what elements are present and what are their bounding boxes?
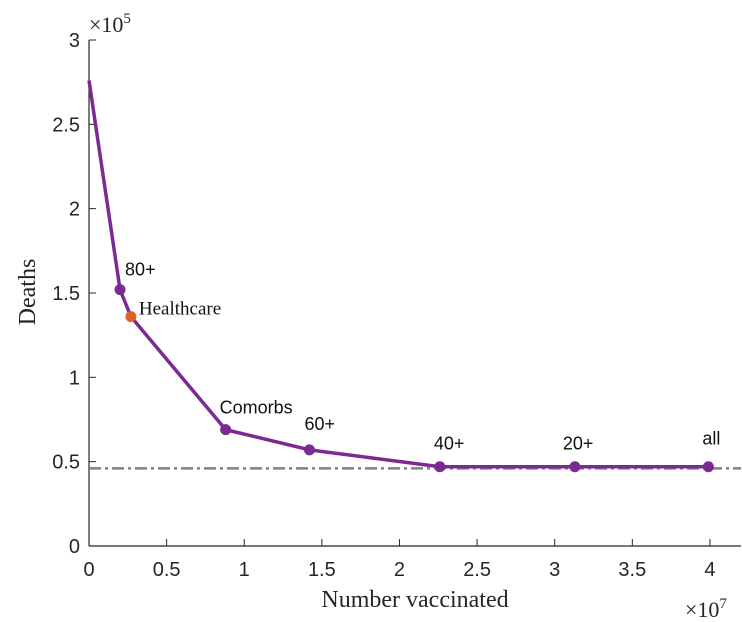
y-tick-label: 0 — [69, 536, 80, 558]
x-tick-label: 2.5 — [463, 559, 491, 581]
axes — [88, 39, 741, 547]
x-axis-label: Number vaccinated — [321, 587, 508, 613]
data-marker — [702, 461, 714, 473]
data-marker — [114, 284, 126, 296]
series-group — [87, 80, 709, 469]
data-marker — [125, 311, 137, 323]
data-point-label: all — [702, 429, 720, 449]
x-tick-label: 1.5 — [308, 559, 336, 581]
data-marker — [220, 424, 232, 436]
tick-labels: 0 0.5 1 1.5 2 2.5 3 3.5 4 0 0.5 1 1.5 2 2.5 3 — [52, 30, 715, 581]
x-tick-label: 1 — [239, 559, 250, 581]
y-tick-label: 1 — [69, 367, 80, 389]
data-point-label: 60+ — [304, 414, 335, 434]
x-exponent-base: ×10 — [685, 597, 719, 622]
data-point-label: 80+ — [125, 260, 156, 280]
series-line — [87, 80, 709, 469]
y-tick-label: 0.5 — [52, 452, 80, 474]
y-tick-label: 2 — [69, 199, 80, 221]
markers-group — [114, 284, 714, 473]
data-marker — [569, 461, 581, 473]
data-marker — [303, 444, 315, 456]
point-labels-group: 80+ Healthcare Comorbs 60+ 40+ 20+ all — [125, 260, 720, 454]
x-tick-label: 3 — [549, 559, 560, 581]
x-tick-label: 4 — [704, 559, 715, 581]
y-tick-label: 3 — [69, 30, 80, 52]
x-tick-label: 0 — [83, 559, 94, 581]
y-tick-label: 2.5 — [52, 114, 80, 136]
y-exponent-label: ×105 — [89, 11, 131, 37]
x-tick-label: 2 — [394, 559, 405, 581]
y-exponent-base: ×10 — [89, 12, 123, 37]
y-axis-label: Deaths — [15, 259, 41, 326]
data-point-label: Healthcare — [139, 299, 221, 320]
x-exponent-label: ×107 — [685, 596, 727, 622]
data-point-label: 20+ — [563, 434, 594, 454]
data-marker — [434, 461, 446, 473]
x-tick-label: 0.5 — [153, 559, 181, 581]
x-tick-label: 3.5 — [618, 559, 646, 581]
x-exponent-power: 7 — [719, 596, 727, 612]
y-exponent-power: 5 — [123, 11, 131, 27]
data-point-label: 40+ — [434, 434, 465, 454]
y-tick-label: 1.5 — [52, 283, 80, 305]
data-point-label: Comorbs — [220, 398, 293, 418]
